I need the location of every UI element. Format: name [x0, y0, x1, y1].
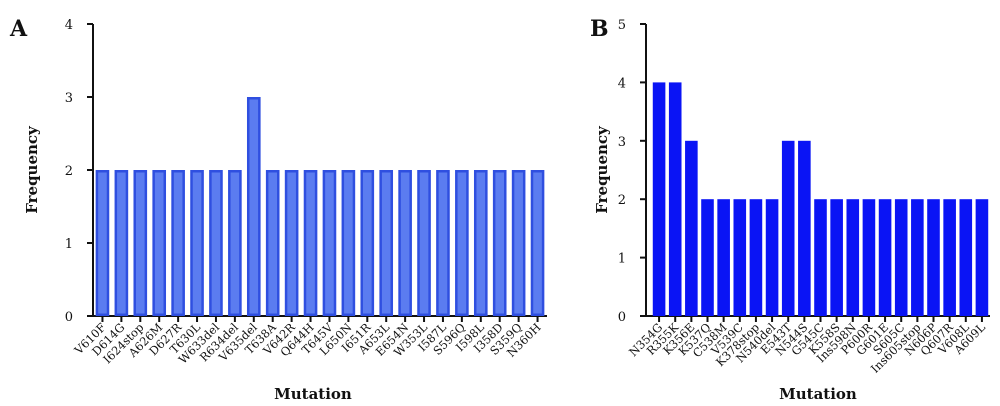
bar-n354g: [652, 82, 666, 317]
bar-s359q: [511, 170, 526, 316]
bars-b: [652, 82, 989, 317]
bar-l650n: [341, 170, 356, 316]
bar-v635del: [246, 97, 261, 316]
bar-d627r: [171, 170, 185, 316]
y-tick-label: 4: [618, 76, 626, 91]
bar-k558s: [830, 199, 843, 316]
y-tick-label: 0: [65, 310, 73, 325]
panel-label-a: A: [9, 16, 28, 42]
x-tick-labels-b: N354GR355KK356EK537QC538MV539CK378stopN5…: [626, 316, 988, 376]
bar-a653l: [379, 170, 394, 316]
bar-ins598n: [846, 199, 860, 316]
bar-c538m: [717, 199, 730, 316]
bar-r355k: [668, 82, 682, 317]
bar-v642r: [284, 170, 299, 316]
bar-k537q: [701, 199, 714, 316]
bar-t645v: [322, 170, 337, 316]
bar-v539c: [733, 199, 747, 316]
bar-ins605stop: [911, 199, 924, 316]
y-axis-title-b: Frequency: [593, 125, 611, 214]
y-ticks-b: 0 1 2 3 4 5: [618, 18, 646, 325]
bar-r634del: [228, 170, 242, 316]
bar-d614g: [114, 170, 129, 316]
chart-panel-a: A Frequency Mutation 0 1 2 3 4 V610FD614GI62…: [9, 16, 547, 403]
bar-t630l: [190, 170, 204, 316]
bar-n360h: [530, 170, 545, 316]
bar-w633del: [209, 170, 223, 316]
y-axis-title-a: Frequency: [23, 125, 41, 214]
bar-k356e: [685, 140, 698, 316]
bar-q607r: [943, 199, 956, 316]
bar-i624stop: [133, 170, 148, 316]
bar-a609l: [975, 199, 989, 316]
bar-i651r: [360, 170, 375, 316]
y-tick-label: 2: [65, 164, 73, 179]
y-tick-label: 2: [618, 193, 626, 208]
y-ticks-a: 0 1 2 3 4: [65, 18, 93, 325]
x-axis-title-a: Mutation: [274, 385, 352, 403]
chart-panel-b: B Frequency Mutation 0 1 2 3 4 5 N354GR355KK3…: [590, 16, 990, 403]
bar-i358d: [492, 170, 507, 316]
bar-n540del: [765, 199, 779, 316]
y-tick-label: 0: [618, 310, 626, 325]
bar-v610f: [95, 170, 110, 316]
x-axis-title-b: Mutation: [779, 385, 857, 403]
x-tick-labels-a: V610FD614GI624stopA626MD627RT630LW633del…: [71, 316, 544, 367]
bar-n606p: [927, 199, 940, 316]
bar-p600r: [862, 199, 876, 316]
bar-i598l: [473, 170, 488, 316]
bar-t638a: [265, 170, 280, 316]
bars-a: [95, 97, 545, 316]
bar-g601e: [878, 199, 892, 316]
bar-g545c: [814, 199, 827, 316]
bar-a626m: [152, 170, 167, 316]
y-tick-label: 3: [65, 91, 73, 106]
bar-q644h: [303, 170, 318, 316]
bar-v608l: [959, 199, 973, 316]
y-tick-label: 4: [65, 18, 73, 33]
bar-i587l: [436, 170, 450, 316]
y-tick-label: 5: [618, 18, 626, 33]
bar-s605c: [894, 199, 908, 316]
bar-n544s: [798, 140, 811, 316]
y-tick-label: 3: [618, 135, 626, 150]
bar-e543t: [781, 140, 795, 316]
bar-k378stop: [749, 199, 763, 316]
bar-s596q: [455, 170, 469, 316]
y-tick-label: 1: [618, 252, 626, 267]
bar-e654n: [398, 170, 412, 316]
panel-label-b: B: [590, 16, 609, 42]
y-tick-label: 1: [65, 237, 73, 252]
bar-w353l: [417, 170, 431, 316]
